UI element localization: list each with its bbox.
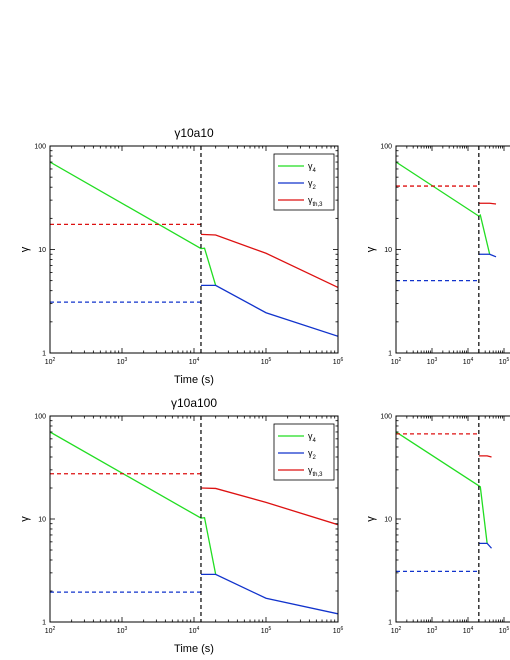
series-line-3 [478, 202, 497, 205]
x-tick-label: 105 [499, 626, 510, 635]
y-tick-label: 1 [388, 351, 392, 358]
chart-title: γ10a10 [174, 126, 214, 140]
y-tick-label: 100 [380, 414, 392, 421]
legend-box [273, 423, 335, 481]
x-tick-label: 105 [499, 357, 510, 366]
series-line-2 [200, 284, 338, 337]
x-axis-label: Time (s) [174, 374, 214, 386]
legend-label: γ2 [308, 448, 317, 461]
x-tick-label: 105 [261, 626, 272, 635]
y-tick-label: 10 [384, 247, 392, 254]
y-tick-label: 10 [38, 517, 46, 524]
chart-title: γ10a100 [171, 396, 217, 410]
legend-label: γth,3 [308, 465, 323, 478]
x-tick-label: 106 [333, 357, 344, 366]
series-line-3 [200, 487, 338, 526]
series-line-2 [200, 573, 338, 615]
plot-area [396, 416, 493, 622]
series-line-1 [396, 161, 491, 255]
axis-ticks [396, 416, 505, 622]
series-line-3 [200, 233, 338, 289]
y-tick-label: 1 [388, 620, 392, 627]
chart-panel-2: γ 102 103 104 105 1 10 100 [365, 144, 510, 366]
x-tick-label: 106 [333, 626, 344, 635]
y-tick-label: 10 [38, 247, 46, 254]
plot-frame [49, 145, 339, 354]
y-axis-label: γ [365, 516, 377, 522]
plot-frame [49, 415, 339, 623]
series-line-3 [478, 455, 492, 458]
legend: γ4 γ2 γth,3 [273, 423, 335, 481]
y-tick-label: 1 [42, 620, 46, 627]
axis-ticks [396, 146, 505, 353]
series-line-2 [478, 542, 493, 549]
x-tick-label: 105 [261, 357, 272, 366]
x-tick-label: 104 [189, 626, 200, 635]
series-line-1 [50, 161, 217, 286]
y-axis-label: γ [19, 516, 31, 522]
y-axis-label: γ [19, 246, 31, 252]
x-tick-label: 103 [117, 626, 128, 635]
x-tick-label: 104 [463, 626, 474, 635]
x-tick-label: 102 [45, 357, 56, 366]
x-tick-label: 102 [45, 626, 56, 635]
legend-box [273, 153, 335, 211]
x-tick-label: 103 [427, 357, 438, 366]
plot-area [396, 146, 497, 353]
plot-frame [395, 415, 510, 623]
x-axis-label: Time (s) [174, 643, 214, 655]
legend-label: γ4 [308, 161, 317, 174]
y-tick-label: 1 [42, 351, 46, 358]
plot-area [50, 416, 338, 622]
y-tick-label: 100 [34, 414, 46, 421]
y-axis-label: γ [365, 246, 377, 252]
x-tick-label: 102 [391, 357, 402, 366]
x-tick-label: 102 [391, 626, 402, 635]
chart-panel-1: γ10a10 Time (s) γ 102 103 104 105 106 1 10 100 γ4 γ2… [19, 126, 344, 386]
series-line-1 [396, 431, 488, 544]
y-tick-label: 10 [384, 517, 392, 524]
x-tick-label: 103 [427, 626, 438, 635]
series-line-1 [50, 431, 217, 575]
x-tick-label: 104 [463, 357, 474, 366]
legend-label: γ4 [308, 431, 317, 444]
y-tick-label: 100 [34, 144, 46, 151]
legend-label: γ2 [308, 178, 317, 191]
y-tick-label: 100 [380, 144, 392, 151]
chart-panel-4: γ 102 103 104 105 1 10 100 [365, 414, 510, 635]
plot-frame [395, 145, 510, 354]
legend-label: γth,3 [308, 195, 323, 208]
x-tick-label: 104 [189, 357, 200, 366]
legend: γ4 γ2 γth,3 [273, 153, 335, 211]
series-line-2 [478, 253, 497, 258]
plot-area [50, 146, 338, 353]
x-tick-label: 103 [117, 357, 128, 366]
